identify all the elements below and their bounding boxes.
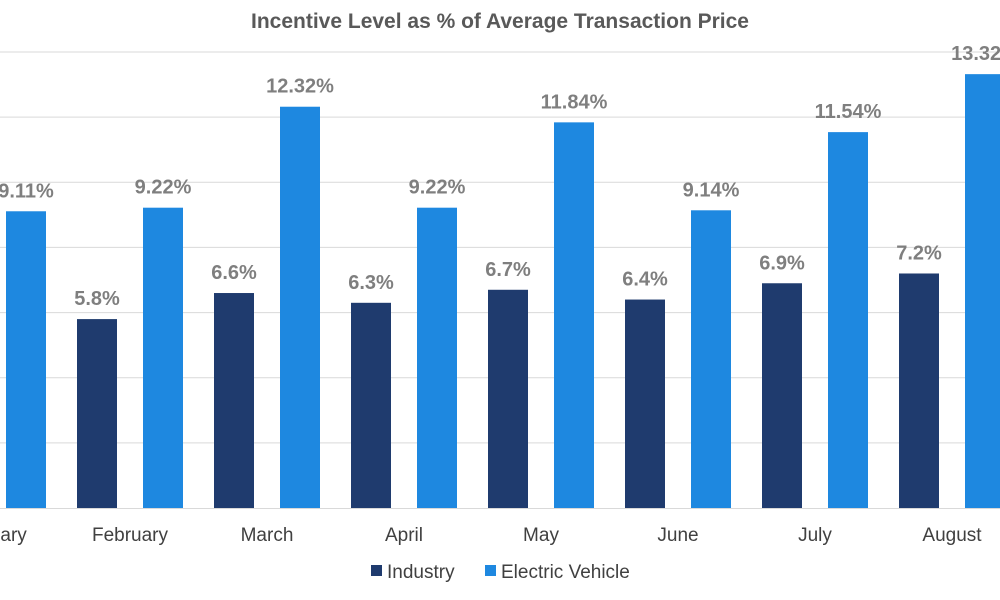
bar-industry [351, 302, 391, 508]
data-label: 6.4% [622, 269, 668, 291]
data-label: 9.14% [683, 179, 740, 201]
data-label: 6.7% [485, 259, 531, 281]
data-label: 7.2% [896, 242, 942, 264]
x-tick-label: June [657, 525, 698, 546]
data-label: 9.11% [0, 180, 54, 202]
bar-industry [762, 283, 802, 508]
data-label: 9.22% [409, 177, 466, 199]
bar-industry [77, 319, 117, 508]
x-tick-label: August [922, 525, 982, 546]
bar-electric-vehicle [280, 106, 320, 508]
bar-electric-vehicle [6, 211, 46, 508]
bar-electric-vehicle [143, 207, 183, 509]
bar-electric-vehicle [691, 210, 731, 508]
data-label: 5.8% [74, 288, 120, 310]
data-label: 6.3% [348, 272, 394, 294]
data-label: 6.6% [211, 262, 257, 284]
x-axis-tick-labels: January February March April May June July Augu… [0, 525, 982, 546]
legend-label: Industry [387, 562, 455, 583]
bar-industry [625, 299, 665, 508]
data-label: 11.54% [815, 101, 882, 123]
legend-swatch [485, 565, 496, 576]
legend: Industry Electric Vehicle [371, 562, 630, 583]
bar-industry [488, 289, 528, 508]
data-label: 13.32% [951, 43, 1000, 65]
legend-swatch [371, 565, 382, 576]
bar-electric-vehicle [417, 207, 457, 509]
data-label: 11.84% [541, 91, 608, 113]
x-tick-label: May [523, 525, 559, 546]
x-tick-label: February [92, 525, 169, 546]
bar-industry [899, 273, 939, 508]
bar-industry [214, 293, 254, 508]
x-tick-label: April [385, 525, 423, 546]
bar-electric-vehicle [554, 122, 594, 509]
bar-electric-vehicle [828, 132, 868, 508]
data-labels: 9.11% 5.8% 9.22% 6.6% 12.32% 6.3% 9.22% 6.7% 11.… [0, 43, 1000, 310]
data-label: 9.22% [135, 177, 192, 199]
chart-title: Incentive Level as % of Average Transact… [251, 10, 749, 33]
x-tick-label: March [241, 525, 294, 546]
bar-electric-vehicle [965, 74, 1000, 509]
x-tick-label: July [798, 525, 832, 546]
x-tick-label: January [0, 525, 27, 546]
data-label: 12.32% [266, 76, 334, 98]
bars [6, 74, 1000, 509]
data-label: 6.9% [759, 252, 805, 274]
legend-label: Electric Vehicle [501, 562, 630, 583]
